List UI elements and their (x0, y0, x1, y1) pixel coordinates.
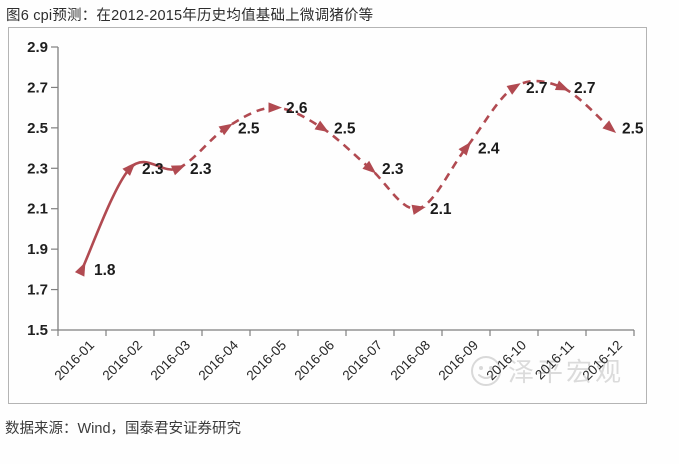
watermark: 泽平宏观 (468, 352, 624, 389)
data-source-note: 数据来源：Wind，国泰君安证券研究 (5, 421, 242, 437)
chart-frame (8, 27, 647, 404)
figure-title: 图6 cpi预测：在2012-2015年历史均值基础上微调猪价等 (6, 8, 374, 24)
smiley-logo-icon (471, 355, 501, 386)
watermark-text: 泽平宏观 (508, 357, 625, 387)
